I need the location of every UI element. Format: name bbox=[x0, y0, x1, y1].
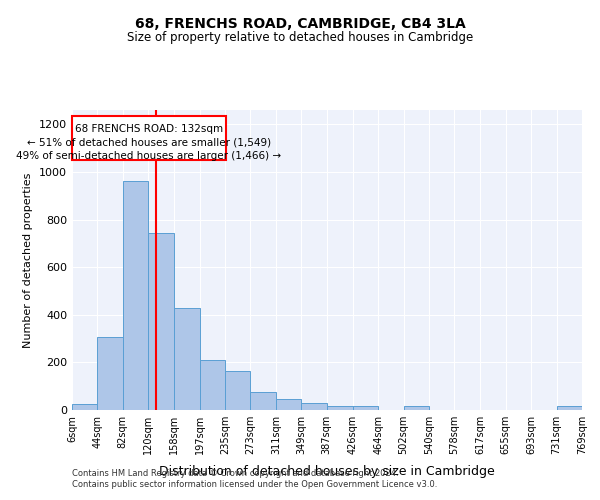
Bar bbox=[72, 404, 97, 410]
Bar bbox=[326, 406, 353, 410]
Text: ← 51% of detached houses are smaller (1,549): ← 51% of detached houses are smaller (1,… bbox=[27, 138, 271, 147]
Text: Contains public sector information licensed under the Open Government Licence v3: Contains public sector information licen… bbox=[72, 480, 437, 489]
Bar bbox=[557, 406, 582, 410]
Text: 68, FRENCHS ROAD, CAMBRIDGE, CB4 3LA: 68, FRENCHS ROAD, CAMBRIDGE, CB4 3LA bbox=[134, 18, 466, 32]
Text: 68 FRENCHS ROAD: 132sqm: 68 FRENCHS ROAD: 132sqm bbox=[75, 124, 223, 134]
Bar bbox=[404, 406, 429, 410]
Bar bbox=[123, 182, 148, 410]
Bar bbox=[173, 308, 200, 410]
Text: Contains HM Land Registry data © Crown copyright and database right 2024.: Contains HM Land Registry data © Crown c… bbox=[72, 468, 398, 477]
Text: 49% of semi-detached houses are larger (1,466) →: 49% of semi-detached houses are larger (… bbox=[16, 151, 281, 161]
Bar bbox=[72, 116, 226, 160]
Bar bbox=[250, 392, 276, 410]
Bar bbox=[225, 370, 250, 410]
X-axis label: Distribution of detached houses by size in Cambridge: Distribution of detached houses by size … bbox=[159, 466, 495, 478]
Bar bbox=[200, 360, 225, 410]
Bar bbox=[276, 398, 301, 410]
Bar bbox=[148, 232, 173, 410]
Y-axis label: Number of detached properties: Number of detached properties bbox=[23, 172, 34, 348]
Bar bbox=[301, 403, 326, 410]
Bar bbox=[97, 338, 123, 410]
Text: Size of property relative to detached houses in Cambridge: Size of property relative to detached ho… bbox=[127, 31, 473, 44]
Bar bbox=[353, 406, 378, 410]
